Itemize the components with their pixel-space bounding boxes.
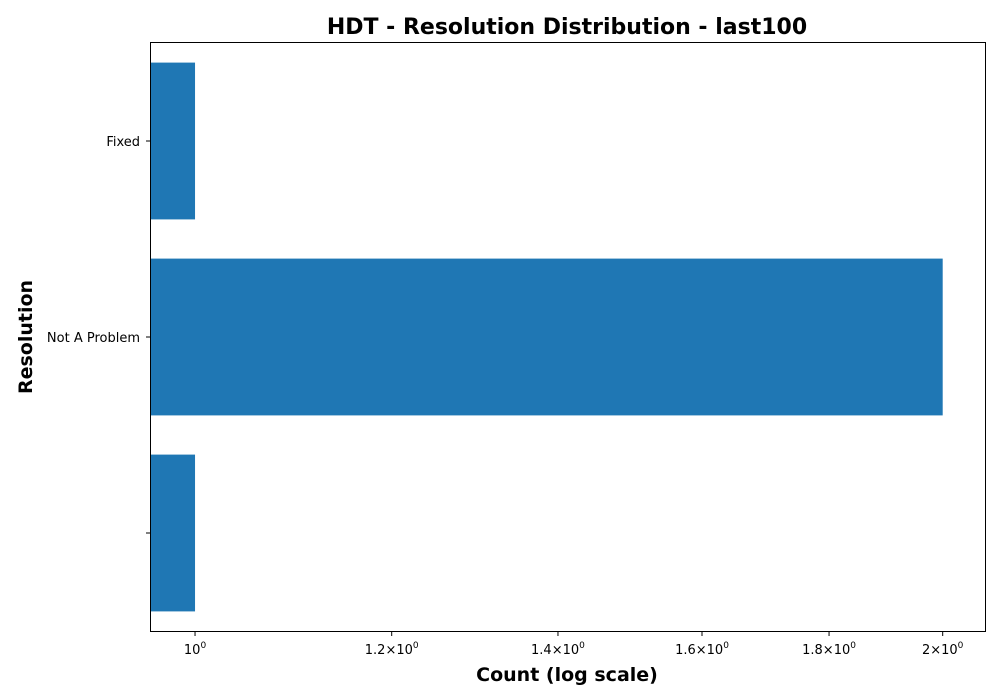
bar (151, 63, 195, 220)
chart-title: HDT - Resolution Distribution - last100 (327, 15, 807, 40)
bar (151, 455, 195, 612)
x-axis-label: Count (log scale) (476, 664, 658, 686)
y-axis-label: Resolution (15, 280, 37, 394)
y-tick-label: Fixed (106, 135, 140, 150)
x-tick-label: 1.8×100 (802, 641, 856, 658)
bar (151, 259, 943, 416)
y-tick-label: Not A Problem (47, 331, 140, 346)
x-tick-label: 1.2×100 (365, 641, 419, 658)
x-tick-label: 1.6×100 (675, 641, 729, 658)
x-tick-label: 1.4×100 (531, 641, 585, 658)
x-tick-label: 2×100 (922, 641, 964, 658)
